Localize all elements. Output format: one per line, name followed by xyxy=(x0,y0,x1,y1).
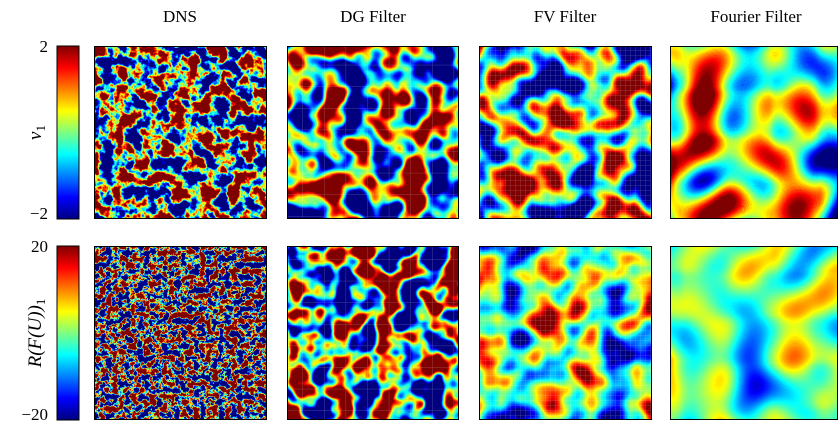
colorbar-max: 20 xyxy=(31,237,48,256)
colorbar-max: 2 xyxy=(40,37,49,56)
panel-frame xyxy=(287,246,459,420)
column-title: DNS xyxy=(163,7,197,26)
panel-frame xyxy=(287,46,459,219)
row-label-main: R(F(U)) xyxy=(25,305,46,368)
column-title: FV Filter xyxy=(534,7,597,26)
colorbar-min: −2 xyxy=(30,204,48,223)
element-grid xyxy=(287,246,459,420)
field-image xyxy=(670,246,838,420)
colorbar-min: −20 xyxy=(21,405,48,424)
field-image xyxy=(94,46,267,219)
element-grid xyxy=(287,46,459,219)
cell-grid xyxy=(479,46,652,219)
panel-frame xyxy=(94,246,267,420)
column-title: DG Filter xyxy=(340,7,406,26)
field-image xyxy=(94,246,267,420)
colorbar xyxy=(56,245,80,421)
colorbar xyxy=(56,45,80,220)
panel-frame xyxy=(479,246,652,420)
field-image xyxy=(670,46,838,219)
row-label-sub: 1 xyxy=(33,299,48,306)
row-label-main: v xyxy=(25,131,46,140)
row-label: v1 xyxy=(25,125,48,140)
panel-frame xyxy=(94,46,267,219)
cell-grid xyxy=(479,246,652,420)
column-title: Fourier Filter xyxy=(710,7,801,26)
row-label: R(F(U))1 xyxy=(25,299,48,369)
panel-frame xyxy=(479,46,652,219)
row-label-sub: 1 xyxy=(33,125,48,132)
